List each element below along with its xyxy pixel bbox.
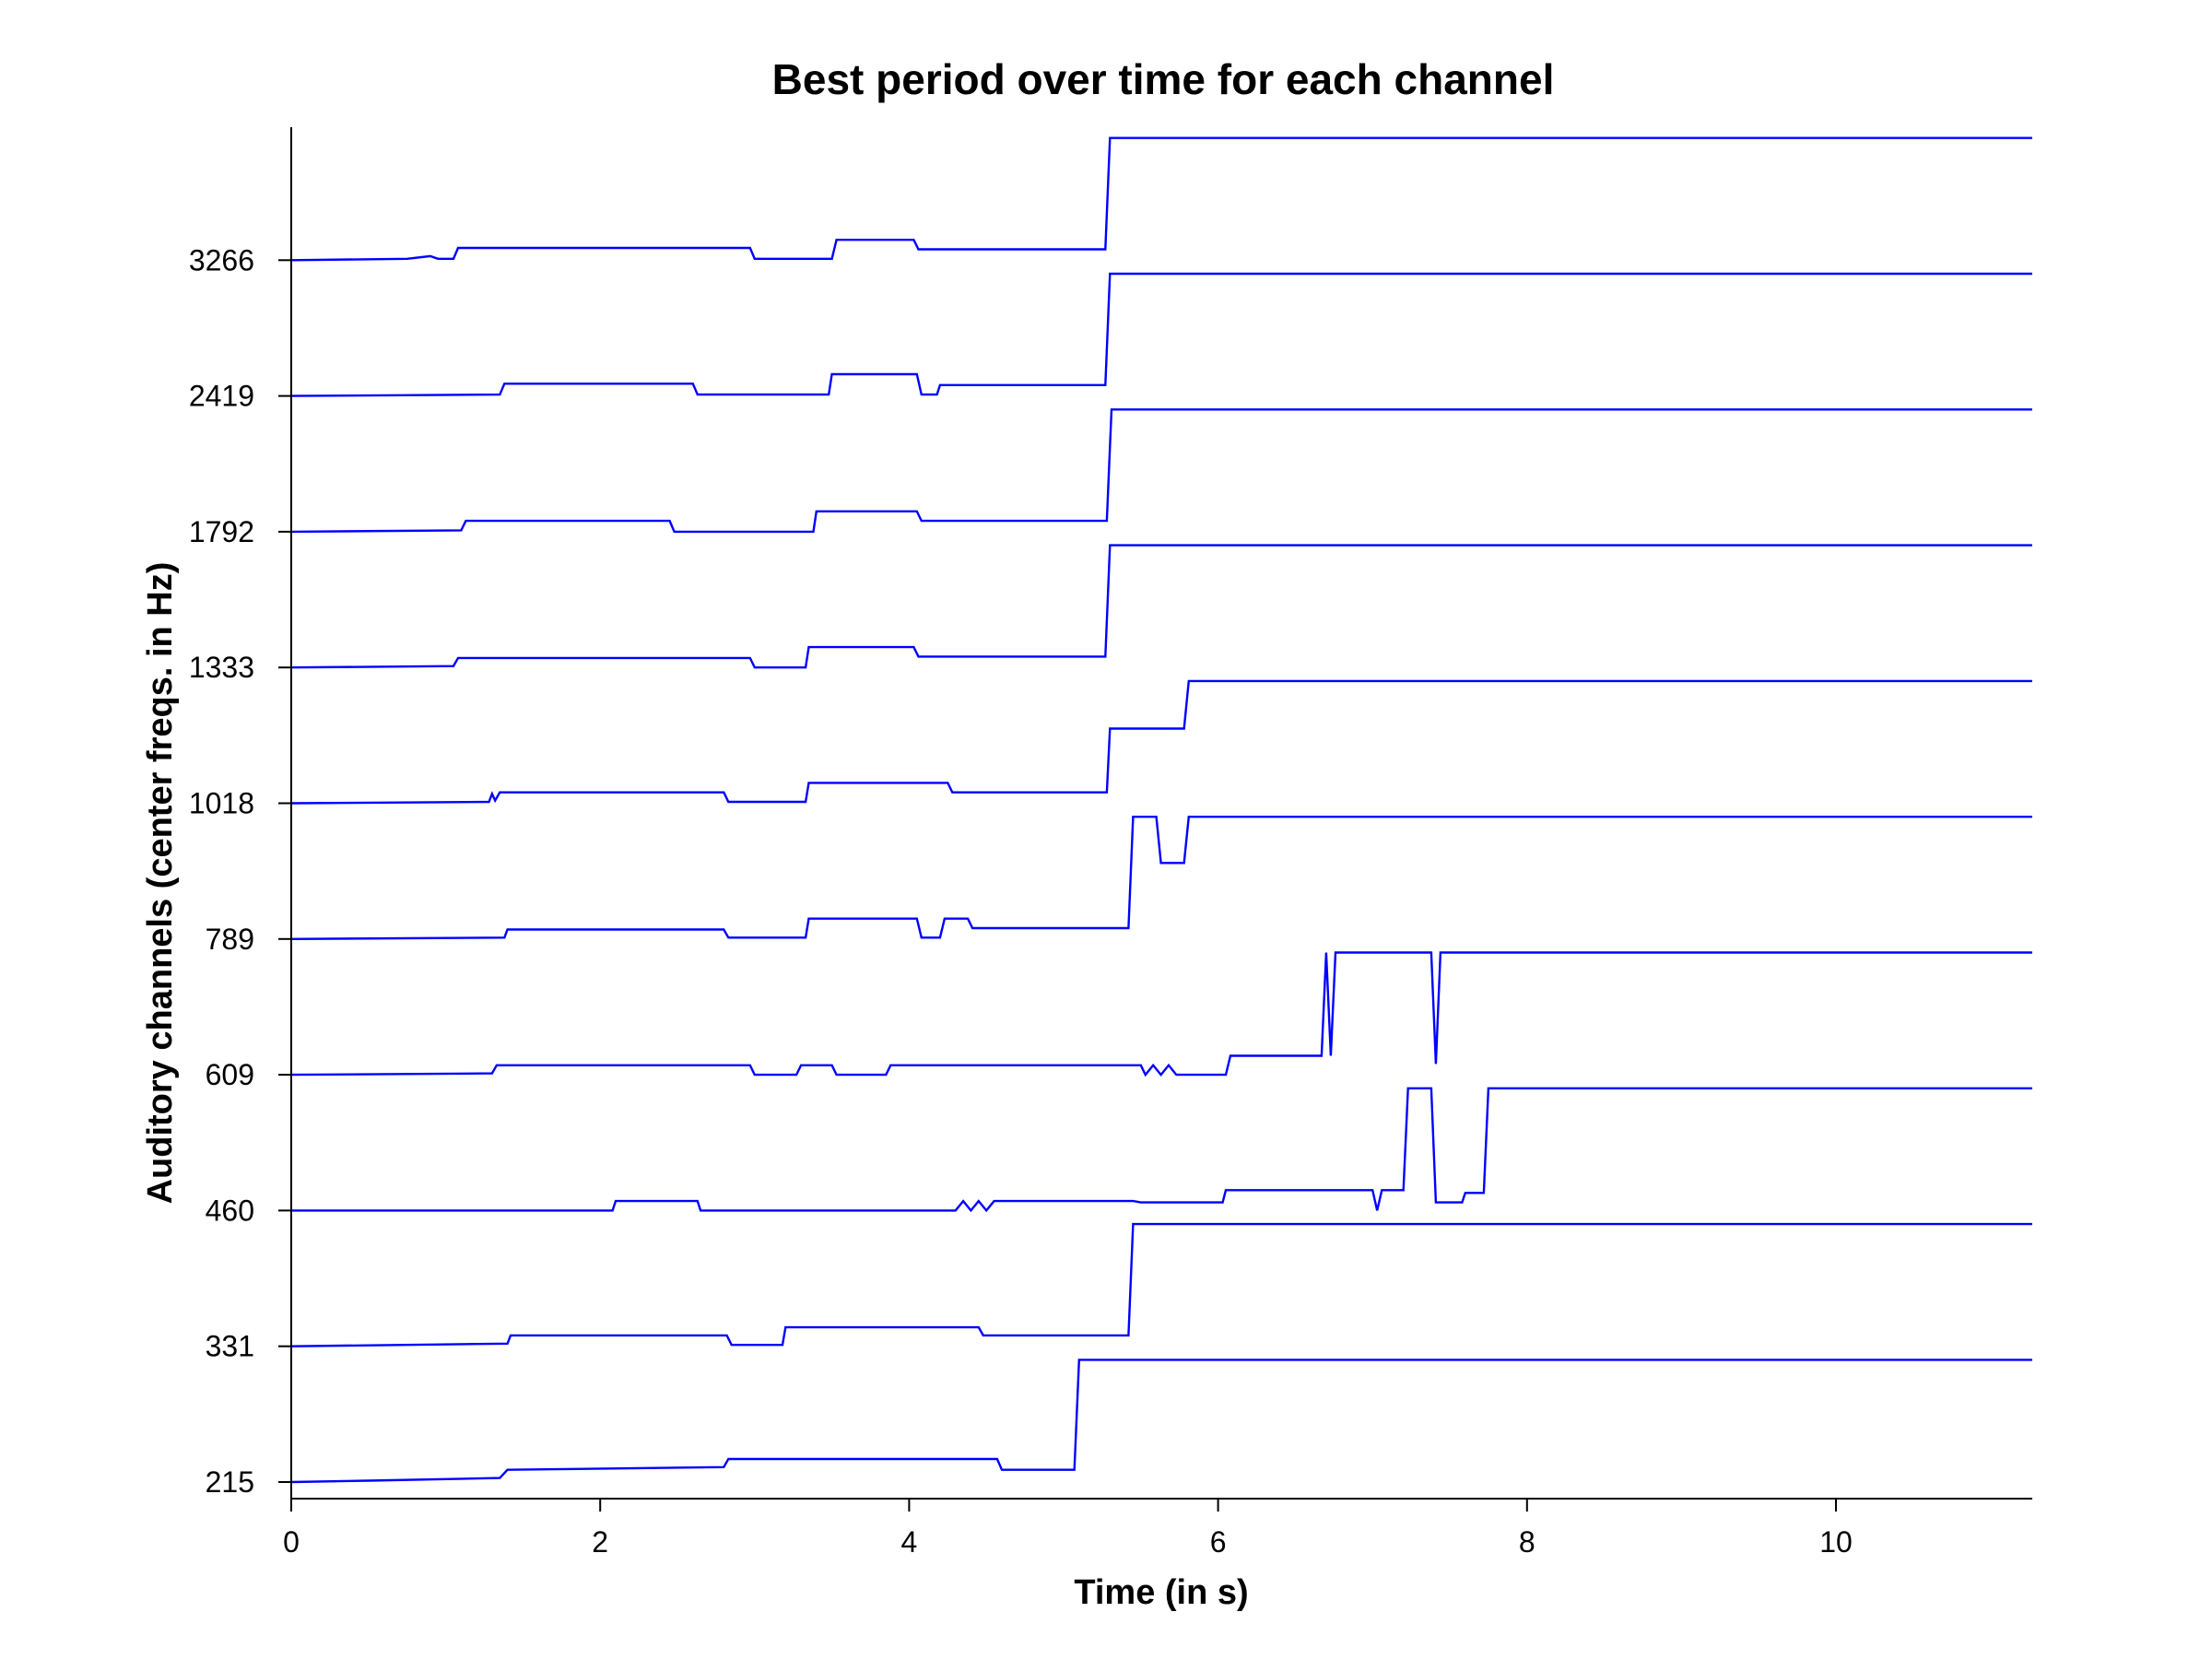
y-tick-label: 609 <box>206 1058 254 1091</box>
series-line-1333 <box>290 544 2032 669</box>
series-line-460 <box>291 1087 2032 1213</box>
y-tick-label: 215 <box>206 1465 254 1499</box>
y-tick-label: 3266 <box>189 243 254 276</box>
y-tick-label: 331 <box>206 1330 254 1363</box>
x-tick-label: 8 <box>1519 1525 1535 1559</box>
chart-title: Best period over time for each channel <box>772 55 1555 103</box>
x-tick-label: 2 <box>592 1525 608 1559</box>
y-axis-label: Auditory channels (center freqs. in Hz) <box>141 562 180 1205</box>
y-tick-label: 2419 <box>189 380 254 413</box>
series-line-331 <box>290 1222 2032 1347</box>
series-line-1018 <box>290 679 2032 805</box>
y-tick-label: 460 <box>206 1194 254 1227</box>
x-tick-label: 6 <box>1210 1525 1227 1559</box>
series-line-789 <box>290 816 2032 940</box>
x-tick-label: 0 <box>283 1525 300 1559</box>
series-line-3266 <box>290 136 2032 262</box>
series-line-1792 <box>290 408 2032 534</box>
series-line-215 <box>290 1359 2032 1484</box>
x-axis-ticks: 0 2 4 6 8 10 <box>283 1499 1853 1559</box>
series-layer <box>290 136 2032 1484</box>
y-tick-label: 789 <box>206 923 254 956</box>
y-tick-label: 1333 <box>189 651 254 684</box>
y-axis-ticks: 215 331 460 609 789 1018 1333 1792 2419 3266 <box>189 243 291 1499</box>
y-tick-label: 1018 <box>189 787 254 820</box>
x-tick-label: 10 <box>1819 1525 1853 1559</box>
x-axis-label: Time (in s) <box>1074 1573 1248 1612</box>
y-tick-label: 1792 <box>189 515 254 548</box>
x-tick-label: 4 <box>901 1525 918 1559</box>
series-line-609 <box>290 951 2032 1077</box>
series-line-2419 <box>290 272 2032 397</box>
